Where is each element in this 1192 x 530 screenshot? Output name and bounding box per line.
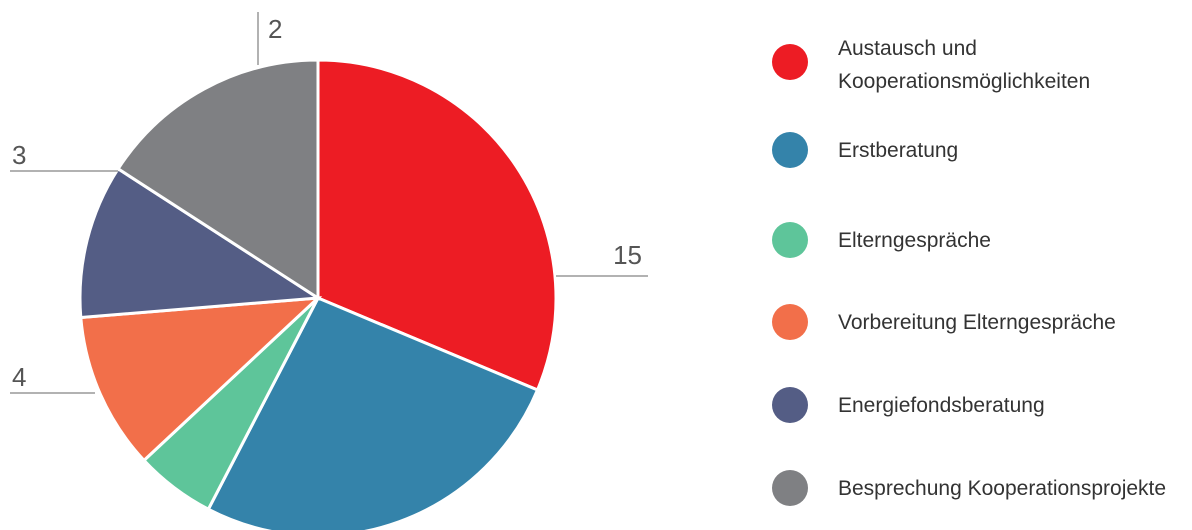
annotation: 3 [12,140,26,170]
pie-slice [316,58,558,392]
legend-swatch [772,304,808,340]
legend-swatch [772,44,808,80]
annotation: 4 [12,362,26,392]
legend-swatch [772,222,808,258]
annotation: 2 [268,14,282,44]
legend-item: Elterngespräche [772,222,1192,258]
legend-label: Energiefondsberatung [838,393,1045,417]
legend-label: Vorbereitung Elterngespräche [838,310,1116,334]
legend-item: Energiefondsberatung [772,387,1192,423]
legend-swatch [772,470,808,506]
legend-item: Vorbereitung Elterngespräche [772,304,1192,340]
data-label: 15 [613,240,642,270]
legend-item: Besprechung Kooperationsprojekte [772,470,1192,506]
legend-item: Austausch und Kooperationsmöglichkeiten [772,32,1192,98]
legend-label: Besprechung Kooperationsprojekte [838,476,1167,500]
pie-slice [206,296,540,530]
legend-label: Elterngespräche [838,228,991,252]
legend-swatch [772,387,808,423]
legend-label: Austausch und Kooperationsmöglichkeiten [838,37,1091,93]
pie-slice [79,296,323,463]
legend-label: Erstberatung [838,138,959,162]
pie-slice [116,58,320,301]
pie-slice [78,166,323,320]
legend-swatch [772,132,808,168]
legend-item: Erstberatung [772,132,1192,168]
